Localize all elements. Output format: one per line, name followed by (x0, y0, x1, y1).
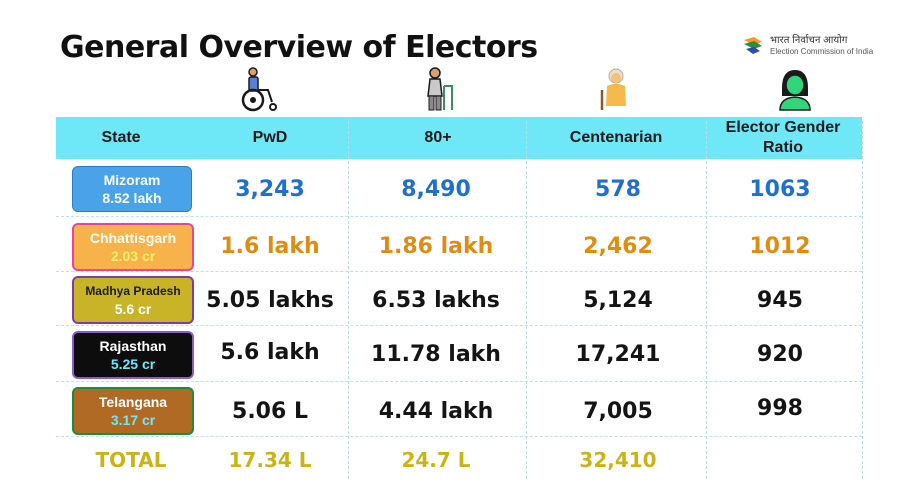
centenarian-value: 17,241 (575, 342, 661, 367)
column-divider (348, 121, 349, 479)
state-name: Rajasthan (99, 338, 167, 354)
state-electors: 3.17 cr (110, 412, 156, 428)
state-badge-madhya-pradesh: Madhya Pradesh 5.6 cr (72, 276, 194, 324)
pwd-value: 1.6 lakh (220, 234, 320, 259)
state-badge-telangana: Telangana 3.17 cr (72, 387, 194, 435)
eci-logo: भारत निर्वाचन आयोग Election Commission o… (742, 35, 873, 57)
state-badge-rajasthan: Rajasthan 5.25 cr (72, 331, 194, 379)
centenarian-value: 2,462 (583, 234, 653, 259)
header-pwd: PwD (252, 129, 288, 146)
gender-ratio-value: 998 (757, 396, 803, 421)
eighty-plus-value: 8,490 (401, 177, 471, 202)
state-name: Telangana (98, 394, 168, 410)
gender-ratio-value: 920 (757, 342, 803, 367)
total-label: TOTAL (95, 448, 167, 472)
header-centenarian: Centenarian (569, 129, 663, 146)
total-pwd: 17.34 L (228, 448, 312, 472)
state-electors: 5.6 cr (114, 301, 152, 317)
row-divider (56, 271, 862, 272)
eci-emblem-icon (744, 37, 762, 54)
total-eighty-plus: 24.7 L (401, 448, 471, 472)
centenarian-value: 7,005 (583, 399, 653, 424)
total-centenarian: 32,410 (579, 448, 657, 472)
state-name: Madhya Pradesh (85, 284, 181, 298)
pwd-value: 5.05 lakhs (206, 288, 334, 313)
row-divider (56, 436, 862, 437)
wheelchair-icon (241, 67, 277, 112)
gender-ratio-value: 945 (757, 288, 803, 313)
column-divider (526, 121, 527, 479)
row-divider (56, 216, 862, 217)
centenarian-value: 5,124 (583, 288, 653, 313)
table-header: State PwD 80+ Centenarian Elector Gender… (56, 117, 862, 159)
eighty-plus-value: 6.53 lakhs (372, 288, 500, 313)
gender-ratio-value: 1063 (749, 177, 811, 202)
state-name: Mizoram (103, 172, 161, 188)
eighty-plus-value: 1.86 lakh (378, 234, 494, 259)
eci-hindi-name: भारत निर्वाचन आयोग (770, 35, 848, 46)
row-divider (56, 325, 862, 326)
header-80plus: 80+ (424, 129, 452, 146)
state-electors: 2.03 cr (110, 248, 156, 264)
state-badge-chhattisgarh: Chhattisgarh 2.03 cr (72, 223, 194, 271)
eighty-plus-value: 11.78 lakh (371, 342, 501, 367)
column-divider (706, 121, 707, 479)
state-name: Chhattisgarh (89, 230, 177, 246)
header-gender-ratio: Elector Gender Ratio (725, 119, 841, 156)
eighty-plus-value: 4.44 lakh (378, 399, 494, 424)
pwd-value: 5.06 L (232, 399, 308, 424)
row-divider (56, 381, 862, 382)
woman-icon (779, 70, 811, 111)
column-divider (862, 121, 863, 479)
state-badge-mizoram: Mizoram 8.52 lakh (72, 166, 192, 212)
header-state: State (101, 129, 141, 146)
state-electors: 8.52 lakh (102, 190, 162, 206)
centenarian-icon (600, 68, 626, 110)
pwd-value: 3,243 (235, 177, 305, 202)
pwd-value: 5.6 lakh (220, 340, 320, 365)
eci-english-name: Election Commission of India (770, 47, 874, 56)
elderly-walker-icon (427, 67, 453, 111)
page-title: General Overview of Electors (60, 30, 538, 65)
gender-ratio-value: 1012 (749, 234, 811, 259)
state-electors: 5.25 cr (110, 356, 156, 372)
centenarian-value: 578 (595, 177, 641, 202)
